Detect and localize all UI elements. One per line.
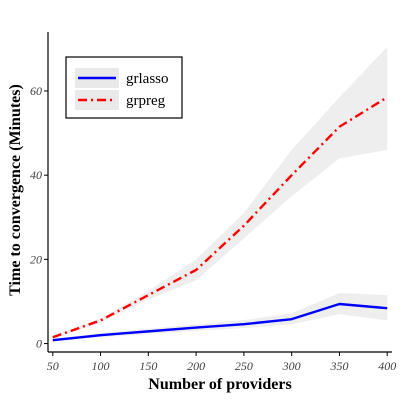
legend-label-grlasso: grlasso bbox=[126, 71, 169, 87]
x-tick-label: 150 bbox=[139, 359, 157, 373]
legend: grlasso grpreg bbox=[65, 56, 183, 119]
x-tick-label: 50 bbox=[47, 359, 59, 373]
x-tick-label: 100 bbox=[92, 359, 110, 373]
y-tick-label: 60 bbox=[30, 84, 42, 98]
y-tick-label: 0 bbox=[36, 337, 42, 351]
x-tick-label: 250 bbox=[235, 359, 253, 373]
x-tick-label: 350 bbox=[329, 359, 348, 373]
y-axis-ticks: 0 20 40 60 bbox=[30, 84, 48, 351]
y-axis-title: Time to convergence (Minutes) bbox=[7, 84, 24, 296]
x-tick-label: 200 bbox=[187, 359, 205, 373]
x-axis-ticks: 50 100 150 200 250 300 350 400 bbox=[47, 352, 396, 373]
y-tick-label: 20 bbox=[30, 252, 42, 266]
series-lines bbox=[52, 96, 388, 342]
y-tick-label: 40 bbox=[30, 168, 42, 182]
x-tick-label: 300 bbox=[282, 359, 301, 373]
series-line-grpreg bbox=[52, 96, 388, 339]
legend-label-grpreg: grpreg bbox=[126, 93, 166, 109]
x-axis-title: Number of providers bbox=[148, 376, 291, 393]
x-tick-label: 400 bbox=[378, 359, 396, 373]
series-line-grlasso bbox=[52, 302, 388, 342]
